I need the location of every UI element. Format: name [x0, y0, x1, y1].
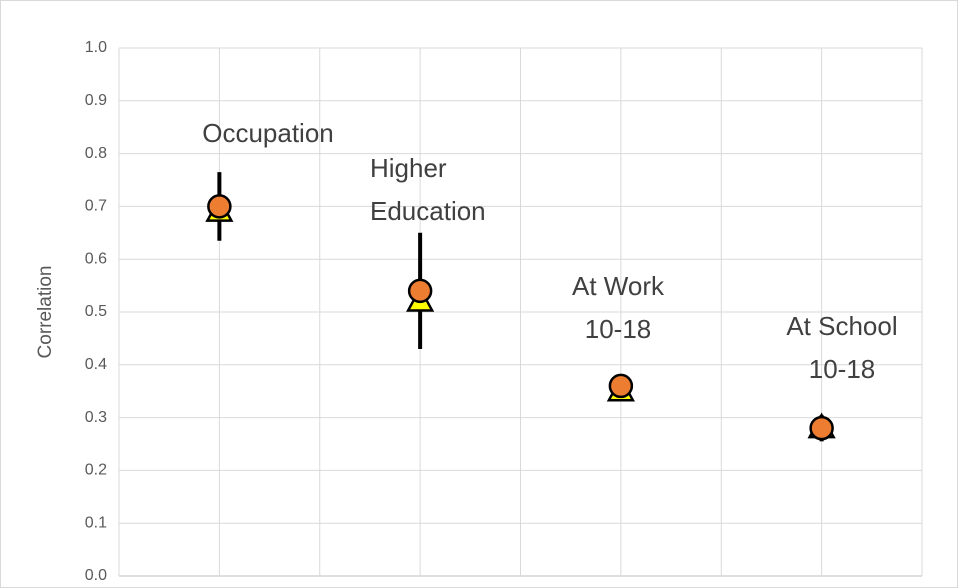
y-tick-label: 0.5 — [85, 303, 107, 320]
y-tick-label: 0.7 — [85, 198, 107, 215]
y-tick-label: 0.4 — [85, 356, 107, 373]
y-tick-label: 0.6 — [85, 250, 107, 267]
annotation: Higher — [370, 153, 447, 183]
y-tick-label: 0.0 — [85, 567, 107, 584]
circle-marker — [207, 194, 232, 219]
circle-marker — [407, 278, 433, 304]
annotation: 10-18 — [809, 354, 876, 384]
y-tick-label: 0.1 — [85, 514, 107, 531]
y-tick-label: 0.8 — [85, 145, 107, 162]
annotation: Occupation — [202, 118, 334, 148]
circle-marker — [608, 373, 634, 399]
annotation: At School — [786, 311, 897, 341]
annotation: 10-18 — [585, 314, 652, 344]
annotation: Education — [370, 196, 486, 226]
annotation: At Work — [572, 271, 665, 301]
y-tick-label: 1.0 — [85, 39, 107, 56]
y-tick-label: 0.2 — [85, 462, 107, 479]
circle-marker — [809, 415, 834, 441]
y-axis-label: Correlation — [35, 266, 56, 359]
y-tick-label: 0.3 — [85, 409, 107, 426]
y-tick-label: 0.9 — [85, 92, 107, 109]
